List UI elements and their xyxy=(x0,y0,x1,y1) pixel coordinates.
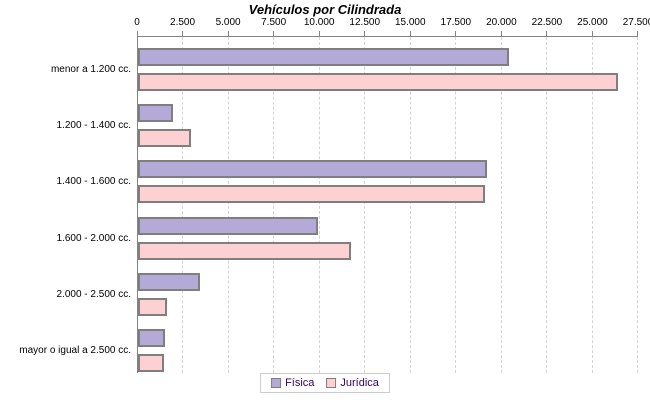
x-tick-mark xyxy=(591,31,593,36)
x-tick-label: 0 xyxy=(134,17,140,28)
legend-item: Jurídica xyxy=(326,377,379,389)
vertical-gridline xyxy=(182,37,184,373)
x-axis-tick-labels: 0 2.500 5.000 7.500 10.000 12.500 15.000 17.500… xyxy=(134,17,650,29)
vertical-gridline xyxy=(637,37,638,373)
x-tick-mark xyxy=(637,31,638,36)
category-group: menor a 1.200 cc. xyxy=(0,36,650,92)
vertical-gridline xyxy=(409,37,411,373)
x-axis-line xyxy=(137,36,638,37)
vertical-gridline xyxy=(591,37,593,373)
category-group: 1.400 - 1.600 cc. xyxy=(0,148,650,204)
x-tick-mark xyxy=(182,31,184,36)
x-tick-label: 27.500 xyxy=(622,17,650,28)
x-tick-mark xyxy=(546,31,548,36)
x-tick-mark xyxy=(227,31,229,36)
bar-juridica xyxy=(138,241,351,260)
x-tick-mark xyxy=(409,31,411,36)
x-tick-mark xyxy=(318,31,320,36)
category-label: menor a 1.200 cc. xyxy=(50,64,131,75)
vertical-gridline xyxy=(227,37,229,373)
bar-fisica xyxy=(138,328,166,347)
x-tick-label: 12.500 xyxy=(349,17,381,28)
bar-juridica xyxy=(138,73,618,91)
vertical-gridline xyxy=(273,37,275,373)
legend-label: Jurídica xyxy=(340,377,379,389)
bar-juridica xyxy=(138,129,191,148)
category-bars xyxy=(138,328,638,372)
category-bars xyxy=(138,48,638,91)
x-tick-mark xyxy=(455,31,457,36)
category-label: 2.000 - 2.500 cc. xyxy=(56,288,132,300)
chart-title: Vehículos por Cilindrada xyxy=(248,2,402,17)
category-bars xyxy=(138,216,638,260)
bar-fisica xyxy=(138,272,200,291)
bar-fisica xyxy=(138,104,173,123)
x-tick-label: 7.500 xyxy=(261,17,287,28)
legend: Física Jurídica xyxy=(260,373,390,393)
bar-fisica xyxy=(138,48,509,66)
x-tick-label: 25.000 xyxy=(577,17,608,28)
category-bars xyxy=(138,104,638,148)
category-group: mayor o igual a 2.500 cc. xyxy=(0,317,650,373)
category-group: 1.600 - 2.000 cc. xyxy=(0,205,650,261)
category-group: 2.000 - 2.500 cc. xyxy=(0,261,650,317)
x-tick-label: 17.500 xyxy=(440,17,472,28)
legend-swatch-icon xyxy=(271,378,282,388)
vertical-gridline xyxy=(364,37,366,373)
bar-fisica xyxy=(138,160,488,179)
category-bars xyxy=(138,160,638,204)
x-tick-mark xyxy=(137,31,138,36)
vertical-gridline xyxy=(455,37,457,373)
legend-swatch-icon xyxy=(326,378,337,388)
category-label: 1.400 - 1.600 cc. xyxy=(56,176,132,188)
x-tick-label: 5.000 xyxy=(215,17,241,28)
vertical-gridline xyxy=(318,37,320,373)
x-tick-mark xyxy=(273,31,275,36)
x-tick-mark xyxy=(364,31,366,36)
bar-fisica xyxy=(138,216,318,235)
x-tick-label: 10.000 xyxy=(303,17,335,28)
x-tick-label: 22.500 xyxy=(531,17,563,28)
legend-label: Física xyxy=(285,377,315,389)
y-axis-line xyxy=(137,36,138,373)
bar-groups: menor a 1.200 cc. 1.200 - 1.400 cc. 1.400 … xyxy=(0,36,650,373)
category-bars xyxy=(138,272,638,316)
x-tick-mark xyxy=(500,31,502,36)
category-group: 1.200 - 1.400 cc. xyxy=(0,92,650,148)
vertical-gridline xyxy=(500,37,502,373)
bar-juridica xyxy=(138,297,168,316)
category-label: mayor o igual a 2.500 cc. xyxy=(19,344,131,356)
x-tick-label: 2.500 xyxy=(170,17,196,28)
category-label: 1.600 - 2.000 cc. xyxy=(56,232,132,244)
x-tick-label: 20.000 xyxy=(486,17,517,28)
bar-juridica xyxy=(138,353,165,372)
x-tick-label: 15.000 xyxy=(394,17,426,28)
category-label: 1.200 - 1.400 cc. xyxy=(56,120,132,132)
bar-juridica xyxy=(138,185,486,204)
legend-item: Física xyxy=(271,377,314,389)
vertical-gridline xyxy=(546,37,548,373)
